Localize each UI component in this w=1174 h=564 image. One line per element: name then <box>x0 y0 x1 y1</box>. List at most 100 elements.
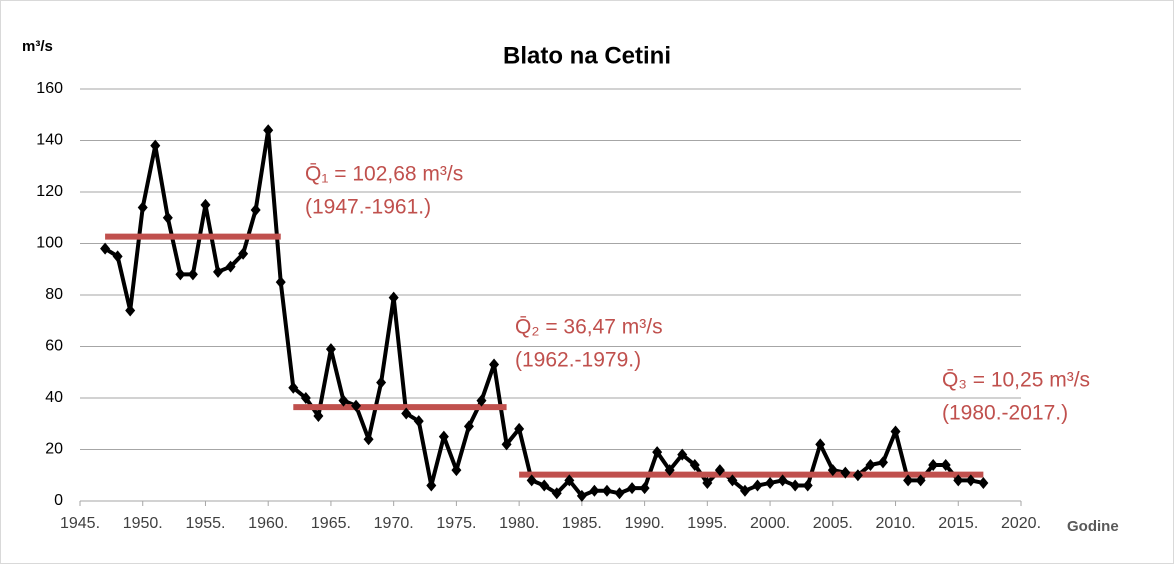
data-point <box>388 291 399 304</box>
x-tick-label: 1950. <box>123 515 163 532</box>
data-point <box>777 474 788 487</box>
data-point <box>877 456 888 469</box>
data-point <box>915 474 926 487</box>
y-tick-label: 80 <box>45 286 63 303</box>
data-point <box>840 466 851 479</box>
data-point <box>288 381 299 394</box>
x-tick-label: 1995. <box>687 515 727 532</box>
y-axis-label: m³/s <box>22 38 53 55</box>
x-tick-label: 1970. <box>374 515 414 532</box>
data-point <box>790 479 801 492</box>
data-point <box>940 458 951 471</box>
data-point <box>225 260 236 273</box>
data-point <box>275 276 286 289</box>
data-point <box>489 358 500 371</box>
data-point <box>802 479 813 492</box>
x-tick-label: 1980. <box>499 515 539 532</box>
data-point <box>401 407 412 420</box>
data-point <box>338 394 349 407</box>
data-point <box>514 422 525 435</box>
data-point <box>752 479 763 492</box>
data-point <box>438 430 449 443</box>
y-tick-label: 0 <box>54 492 63 509</box>
data-point <box>426 479 437 492</box>
x-tick-label: 2000. <box>750 515 790 532</box>
data-point <box>677 448 688 461</box>
chart-title: Blato na Cetini <box>503 42 671 69</box>
data-point <box>187 268 198 281</box>
data-point <box>413 415 424 428</box>
data-point <box>463 420 474 433</box>
x-tick-label: 2015. <box>938 515 978 532</box>
y-tick-label: 100 <box>36 235 63 252</box>
data-point <box>652 446 663 459</box>
y-tick-label: 40 <box>45 389 63 406</box>
data-point <box>689 458 700 471</box>
mean-period: (1947.-1961.) <box>305 196 431 219</box>
data-point <box>376 376 387 389</box>
data-point <box>363 433 374 446</box>
data-point <box>539 479 550 492</box>
x-tick-label: 1960. <box>248 515 288 532</box>
data-point <box>100 242 111 255</box>
data-point <box>150 139 161 152</box>
y-tick-label: 160 <box>36 80 63 97</box>
data-point <box>614 487 625 500</box>
data-point <box>263 124 274 137</box>
x-tick-label: 2020. <box>1001 515 1041 532</box>
data-point <box>175 268 186 281</box>
data-point <box>501 438 512 451</box>
data-point <box>852 469 863 482</box>
data-point <box>137 201 148 214</box>
data-point <box>250 204 261 217</box>
x-tick-label: 1990. <box>625 515 665 532</box>
data-point <box>865 458 876 471</box>
y-tick-label: 60 <box>45 338 63 355</box>
data-point <box>827 464 838 477</box>
data-point <box>351 399 362 412</box>
data-point <box>714 464 725 477</box>
data-point <box>300 392 311 404</box>
data-point <box>564 474 575 487</box>
data-point <box>576 489 587 502</box>
data-point <box>200 198 211 211</box>
x-tick-label: 1985. <box>562 515 602 532</box>
x-tick-label: 2010. <box>876 515 916 532</box>
mean-period: (1980.-2017.) <box>942 402 1068 425</box>
data-point <box>639 482 650 495</box>
mean-label: Q̄₁ = 102,68 m³/s <box>305 162 463 185</box>
data-point <box>589 484 600 497</box>
x-tick-label: 2005. <box>813 515 853 532</box>
data-point <box>664 464 675 477</box>
mean-period: (1962.-1979.) <box>515 349 641 372</box>
data-point <box>953 474 964 487</box>
data-point <box>551 487 562 500</box>
data-point <box>727 474 738 487</box>
data-point <box>451 464 462 477</box>
data-point <box>928 458 939 471</box>
data-point <box>815 438 826 451</box>
data-point <box>313 410 324 423</box>
y-tick-label: 120 <box>36 183 63 200</box>
data-point <box>965 474 976 487</box>
x-axis-label: Godine <box>1067 518 1119 535</box>
data-point <box>213 265 224 278</box>
data-point <box>601 484 612 497</box>
data-point <box>765 476 776 489</box>
x-tick-label: 1955. <box>185 515 225 532</box>
data-point <box>903 474 914 487</box>
mean-label: Q̄₃ = 10,25 m³/s <box>942 368 1090 391</box>
x-tick-label: 1965. <box>311 515 351 532</box>
data-point <box>125 304 136 317</box>
data-point <box>112 250 123 263</box>
data-point <box>702 476 713 489</box>
data-point <box>238 247 249 260</box>
data-point <box>627 482 638 495</box>
data-point <box>325 343 336 356</box>
data-point <box>526 474 537 487</box>
data-point <box>162 211 173 224</box>
mean-label: Q̄₂ = 36,47 m³/s <box>515 315 663 338</box>
data-point <box>890 425 901 438</box>
